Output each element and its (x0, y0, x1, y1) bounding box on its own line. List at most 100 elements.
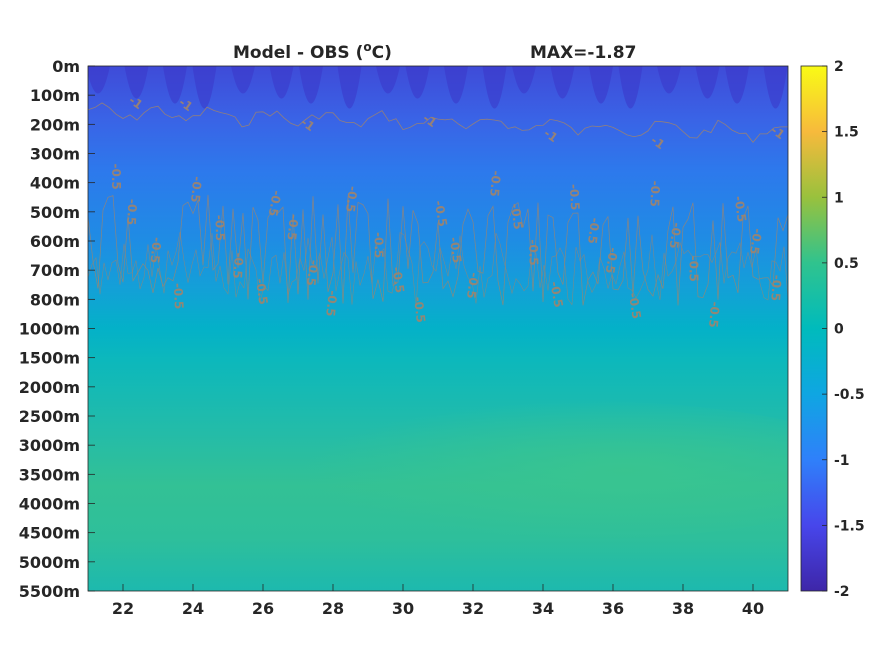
contour-label: -0.5 (432, 200, 450, 228)
contour-label: -0.5 (567, 184, 582, 211)
colorbar-tick-label: 0 (834, 322, 844, 338)
contour-label: -0.5 (323, 290, 340, 318)
contour-label: -0.5 (508, 203, 526, 231)
contour-label: -0.5 (212, 215, 227, 242)
cold-streak (482, 66, 507, 109)
colorbar-tick-label: 1.5 (834, 125, 859, 141)
contour-label: -0.5 (411, 296, 428, 324)
chart-title-main: Model - OBS ( (233, 43, 363, 63)
y-tick-label: 4000m (19, 495, 80, 514)
contour-label: -0.5 (389, 266, 407, 294)
contour-label: -0.5 (647, 180, 662, 207)
contour-label: -0.5 (585, 217, 602, 245)
colorbar-tick-label: -0.5 (834, 387, 865, 403)
contour-label: -1 (768, 123, 787, 142)
contour-label: -0.5 (626, 292, 644, 320)
contour-label: -0.5 (266, 189, 284, 217)
x-tick-label: 30 (392, 599, 414, 618)
y-tick-label: 3500m (19, 465, 80, 484)
surface-cold-streaks (88, 66, 788, 109)
colorbar-tick-label: -1.5 (834, 518, 865, 534)
y-tick-label: 0m (52, 57, 80, 76)
y-axis: 0m 100m 200m 300m 400m 500m 600m 700m 800m 1000m 1… (19, 57, 95, 601)
contour-label: -0.5 (526, 239, 541, 266)
y-tick-label: 1500m (19, 349, 80, 368)
colorbar-axis: 2 1.5 1 0.5 0 -0.5 -1 -1.5 -2 (822, 59, 865, 600)
contour-label: -0.5 (731, 195, 749, 223)
contour-label: -0.5 (171, 283, 186, 310)
contour-label: -0.5 (284, 214, 301, 242)
colorbar-tick-label: 2 (834, 59, 844, 75)
colorbar-tick-label: 1 (834, 190, 844, 206)
contour-label: -0.5 (109, 164, 123, 190)
cold-streak (269, 66, 294, 99)
y-tick-label: 4500m (19, 524, 80, 543)
cold-streak (444, 66, 468, 104)
y-tick-label: 100m (30, 86, 80, 105)
cold-streak (124, 66, 149, 99)
colorbar-tick-label: 0.5 (834, 256, 859, 272)
cold-streak (725, 66, 749, 104)
cold-streak (512, 66, 536, 94)
x-tick-label: 38 (672, 599, 694, 618)
colorbar-tick-label: -2 (834, 584, 850, 600)
contour-label: -0.5 (447, 236, 465, 264)
contour-label: -0.5 (147, 236, 164, 264)
chart-title: Model - OBS (oC) (233, 40, 392, 63)
contour-minus1 (88, 102, 788, 143)
contour-minus0p5-detail (88, 231, 788, 308)
x-tick-label: 36 (602, 599, 624, 618)
cold-streak (589, 66, 613, 104)
y-tick-label: 400m (30, 174, 80, 193)
x-tick-label: 22 (112, 599, 134, 618)
y-tick-label: 1000m (19, 320, 80, 339)
cold-streak (657, 66, 681, 94)
x-axis: 22 24 26 28 30 32 34 36 38 40 (112, 584, 764, 618)
x-tick-label: 34 (532, 599, 554, 618)
contour-label: -0.5 (487, 170, 503, 197)
contour-label: -0.5 (124, 199, 139, 226)
contour-label: -0.5 (547, 280, 565, 308)
cold-streak (550, 66, 575, 99)
contour-label: -0.5 (230, 252, 246, 279)
y-tick-label: 5500m (19, 582, 80, 601)
cold-streak (88, 66, 110, 94)
y-tick-label: 800m (30, 290, 80, 309)
contour-label: -1 (541, 126, 560, 145)
cold-streak (299, 66, 323, 104)
y-tick-label: 600m (30, 232, 80, 251)
colorbar-tick-label: -1 (834, 453, 850, 469)
contour-label: -1 (648, 133, 667, 152)
contour-label: -1 (298, 115, 317, 134)
contour-label: -1 (126, 93, 145, 112)
contour-label: -0.5 (706, 301, 722, 328)
contour-minus0p5 (88, 194, 788, 306)
x-tick-label: 26 (252, 599, 274, 618)
contour-label: -0.5 (371, 232, 385, 258)
plot-area: -1 -1-1 -1-1 -1-1-0.5-0.5-0.5-0.5-0.5-0.5-0… (88, 66, 788, 591)
cold-streak (405, 66, 430, 99)
contour-label: -1 (420, 111, 439, 130)
y-tick-label: 700m (30, 261, 80, 280)
cold-streak (376, 66, 400, 94)
y-tick-label: 200m (30, 115, 80, 134)
contour-label: -0.5 (686, 256, 700, 282)
cold-streak (337, 66, 362, 109)
chart-max-label: MAX=-1.87 (530, 43, 636, 63)
y-tick-label: 2500m (19, 407, 80, 426)
cold-streak (163, 66, 187, 104)
contour-lines (88, 102, 788, 308)
cold-streak (695, 66, 720, 99)
y-tick-label: 5000m (19, 553, 80, 572)
chart-title-degree: o (363, 40, 371, 54)
contour-label: -0.5 (253, 278, 271, 306)
x-tick-label: 32 (462, 599, 484, 618)
cold-streak (231, 66, 255, 94)
contour-label: -0.5 (188, 176, 204, 203)
contour-label: -0.5 (464, 272, 482, 300)
contour-labels: -1 -1-1 -1-1 -1-1-0.5-0.5-0.5-0.5-0.5-0.5-0… (109, 93, 787, 328)
x-tick-label: 28 (322, 599, 344, 618)
chart-title-unit: C) (372, 43, 392, 63)
y-tick-label: 3000m (19, 436, 80, 455)
